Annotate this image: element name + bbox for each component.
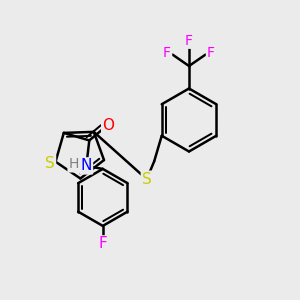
Text: N: N <box>81 158 92 173</box>
Text: H: H <box>68 158 79 171</box>
Text: F: F <box>98 236 107 251</box>
Text: O: O <box>102 118 114 133</box>
Text: F: F <box>207 46 215 60</box>
Text: F: F <box>185 34 193 48</box>
Text: S: S <box>45 156 55 171</box>
Text: F: F <box>163 46 171 60</box>
Text: S: S <box>142 172 152 187</box>
